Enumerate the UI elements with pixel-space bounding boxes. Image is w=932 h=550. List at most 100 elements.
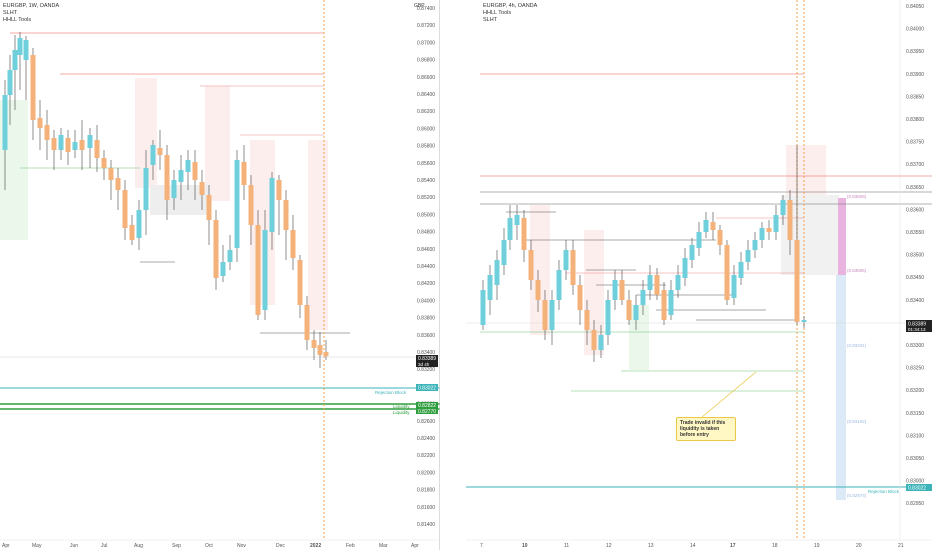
4h-chart-canvas[interactable]: 0.84050 0.84000 0.83950 0.83900 0.83850 0.838… [466,0,932,550]
weekly-candle-body [304,305,310,340]
time-axis-tick: 7 [480,543,483,549]
time-axis-tick: 17 [730,543,736,549]
price-axis-tick: 0.81400 [417,522,435,528]
weekly-candle-body [164,155,170,200]
4h-candle-body [801,320,807,322]
position-level-label: (0.83231) [847,343,867,348]
time-axis-tick: May [32,543,42,549]
weekly-candle-body [30,55,36,120]
4h-candle-body [612,280,618,300]
position-level-label: (0.82974) [847,493,867,498]
price-axis-tick: 0.87200 [417,23,435,29]
weekly-candle-body [185,160,191,172]
weekly-candle-body [262,230,268,310]
price-axis-tick: 0.83600 [417,333,435,339]
weekly-candle-body [136,210,142,238]
price-axis-tick: 0.86400 [417,92,435,98]
price-axis-tick: 0.82600 [417,419,435,425]
weekly-candle-body [234,160,240,248]
4h-candle-body [647,275,653,290]
price-axis-tick: 0.86200 [417,109,435,115]
current-price-tag [416,355,438,367]
4h-candle-body [633,305,639,320]
weekly-candle-body [199,182,205,195]
4h-candle-body [766,228,772,232]
weekly-candle-body [65,138,71,152]
indicator-hhll: HHLL Tools [3,17,32,23]
4h-candle-body [745,250,751,262]
supply-zone [308,140,328,330]
liquidity-label: Liquidity [393,410,410,415]
weekly-candle-body [23,40,29,60]
weekly-candle-body [206,195,212,220]
price-axis-tick: 0.82000 [417,470,435,476]
4h-candle-body [494,260,500,285]
4h-chart-pane[interactable]: 0.84050 0.84000 0.83950 0.83900 0.83850 0.838… [466,0,932,550]
time-axis-tick: Apr [411,543,419,549]
axis-border [439,0,440,550]
4h-candle-body [794,240,800,322]
weekly-candle-body [122,190,128,228]
weekly-candle-body [269,178,275,232]
4h-candle-body [780,200,786,215]
current-price-value: 0.83389 [908,322,926,328]
time-axis-tick: Oct [205,543,213,549]
weekly-candle-body [178,170,184,182]
liquidity-price-value: 0.82822 [418,403,436,409]
4h-candle-body [626,300,632,320]
current-price-tag [906,320,932,332]
liquidity-price-value: 0.82770 [418,409,436,415]
indicator-slht: SLHT [3,10,18,16]
price-axis-tick: 0.83300 [906,343,924,349]
countdown-value: 3d 4h [418,362,430,367]
weekly-candle-body [94,140,100,158]
4h-candle-body [724,245,730,300]
weekly-chart-canvas[interactable]: 0.87400 0.87200 0.87000 0.86800 0.86600 0.864… [0,0,440,550]
weekly-candle-body [276,180,282,200]
time-axis-tick: 10 [522,543,528,549]
time-axis-tick: 14 [690,543,696,549]
price-axis-tick: 0.86800 [417,58,435,64]
price-axis-tick: 0.83600 [906,207,924,213]
weekly-candle-body [323,352,329,356]
price-axis-tick: 0.83950 [906,49,924,55]
price-axis-tick: 0.83650 [906,185,924,191]
4h-candle-body [689,245,695,260]
4h-candle-body [577,285,583,310]
time-axis-tick: Mar [379,543,388,549]
weekly-candle-body [115,178,121,190]
4h-candle-body [640,290,646,305]
symbol-title: EURGBP, 1W, OANDA [3,3,60,9]
target-zone [836,275,846,500]
weekly-candle-body [87,135,93,148]
4h-candle-body [752,240,758,250]
weekly-candle-body [72,142,78,150]
indicator-hhll: HHLL Tools [483,10,512,16]
price-axis-tick: 0.83500 [906,253,924,259]
price-axis-tick: 0.82200 [417,453,435,459]
price-axis-tick: 0.81600 [417,505,435,511]
price-axis-tick: 0.85600 [417,161,435,167]
weekly-candle-body [311,340,317,348]
weekly-candle-body [129,225,135,240]
price-axis-tick: 0.82400 [417,436,435,442]
4h-candle-body [682,258,688,278]
weekly-candle-body [283,200,289,230]
time-axis-tick: Sep [172,543,181,549]
rejection-price-tag [416,384,438,391]
price-axis-tick: 0.85200 [417,195,435,201]
price-axis-tick: 0.87400 [417,6,435,12]
price-axis-tick: 0.83100 [906,433,924,439]
4h-candle-body [731,275,737,298]
4h-candle-body [501,240,507,265]
price-axis-tick: 0.83550 [906,230,924,236]
price-axis-tick: 0.87000 [417,40,435,46]
4h-chart-legend: EURGBP, 4h, OANDA HHLL Tools SLHT [483,3,537,24]
time-axis-tick: 21 [898,543,904,549]
4h-candle-body [507,218,513,240]
rejection-block-label: Rejection Block [868,489,900,494]
price-axis-tick: 0.86000 [417,126,435,132]
4h-candle-body [528,250,534,280]
price-axis-tick: 0.83400 [417,350,435,356]
weekly-chart-pane[interactable]: 0.87400 0.87200 0.87000 0.86800 0.86600 0.864… [0,0,440,550]
